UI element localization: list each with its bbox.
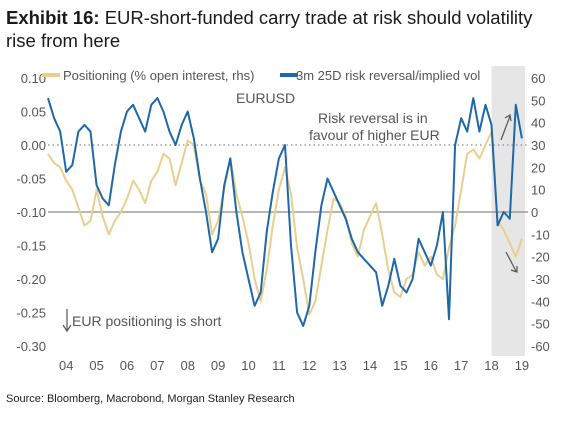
right-tick-label: 20 [531, 160, 545, 175]
short-arrow-head [62, 324, 72, 333]
series-line-positioning [47, 130, 523, 316]
right-tick-label: -30 [531, 272, 550, 287]
legend-swatch-risk-reversal [280, 73, 298, 77]
annotation-eur-short: EUR positioning is short [72, 313, 222, 329]
x-tick-label: 10 [241, 358, 255, 373]
left-tick-label: -0.05 [16, 172, 46, 187]
right-tick-label: -20 [531, 250, 550, 265]
x-tick-label: 18 [484, 358, 498, 373]
x-tick-label: 09 [211, 358, 225, 373]
left-tick-label: -0.30 [16, 339, 46, 354]
x-tick-label: 04 [59, 358, 73, 373]
x-tick-label: 13 [332, 358, 346, 373]
up-arrow-head [504, 114, 512, 122]
right-tick-label: -60 [531, 339, 550, 354]
right-tick-label: 50 [531, 93, 545, 108]
left-tick-label: 0.00 [21, 138, 46, 153]
annotation-risk-reversal-1: Risk reversal is in [318, 110, 428, 126]
plot-area [47, 97, 523, 327]
right-tick-label: 10 [531, 183, 545, 198]
x-tick-label: 06 [120, 358, 134, 373]
x-tick-label: 08 [181, 358, 195, 373]
down-arrow-head [510, 266, 518, 273]
right-tick-label: 40 [531, 116, 545, 131]
left-tick-label: -0.25 [16, 306, 46, 321]
left-tick-label: -0.10 [16, 205, 46, 220]
left-tick-label: 0.05 [21, 105, 46, 120]
x-tick-label: 19 [515, 358, 529, 373]
x-tick-label: 11 [272, 358, 286, 373]
x-tick-label: 14 [363, 358, 377, 373]
annotation-risk-reversal-2: favour of higher EUR [309, 127, 440, 143]
left-axis: 0.10 0.05 0.00 -0.05 -0.10 -0.15 -0.20 -0.25 -0.… [16, 71, 46, 354]
x-tick-label: 12 [302, 358, 316, 373]
series-line-risk-reversal [47, 97, 523, 327]
up-arrow-shaft [500, 115, 511, 141]
right-tick-label: -40 [531, 294, 550, 309]
legend-label-positioning: Positioning (% open interest, rhs) [63, 68, 254, 83]
right-tick-label: 60 [531, 71, 545, 86]
x-tick-label: 15 [393, 358, 407, 373]
chart: 0.10 0.05 0.00 -0.05 -0.10 -0.15 -0.20 -0.25 -0.… [16, 66, 550, 373]
left-tick-label: 0.10 [21, 71, 46, 86]
legend-label-risk-reversal: 3m 25D risk reversal/implied vol [296, 68, 480, 83]
right-tick-label: 30 [531, 138, 545, 153]
x-tick-label: 07 [150, 358, 164, 373]
x-axis: 04 05 06 07 08 09 10 11 12 13 14 15 16 17 18 19 [59, 358, 529, 373]
exhibit-label: Exhibit 16: [6, 7, 100, 28]
x-tick-label: 16 [424, 358, 438, 373]
source-note: Source: Bloomberg, Macrobond, Morgan Sta… [6, 393, 295, 405]
down-arrow-shaft [505, 251, 517, 272]
title-text: EUR-short-funded carry trade at risk sho… [6, 7, 533, 51]
left-tick-label: -0.20 [16, 272, 46, 287]
annotation-eurusd: EURUSD [236, 90, 295, 106]
right-tick-label: 0 [531, 205, 538, 220]
right-axis: 60 50 40 30 20 10 0 -10 -20 -30 -40 -50 -60 [531, 71, 550, 354]
legend-swatch-positioning [42, 73, 60, 77]
right-tick-label: -10 [531, 227, 550, 242]
chart-title: Exhibit 16: EUR-short-funded carry trade… [6, 6, 566, 52]
x-tick-label: 05 [89, 358, 103, 373]
x-tick-label: 17 [454, 358, 468, 373]
left-tick-label: -0.15 [16, 239, 46, 254]
right-tick-label: -50 [531, 317, 550, 332]
